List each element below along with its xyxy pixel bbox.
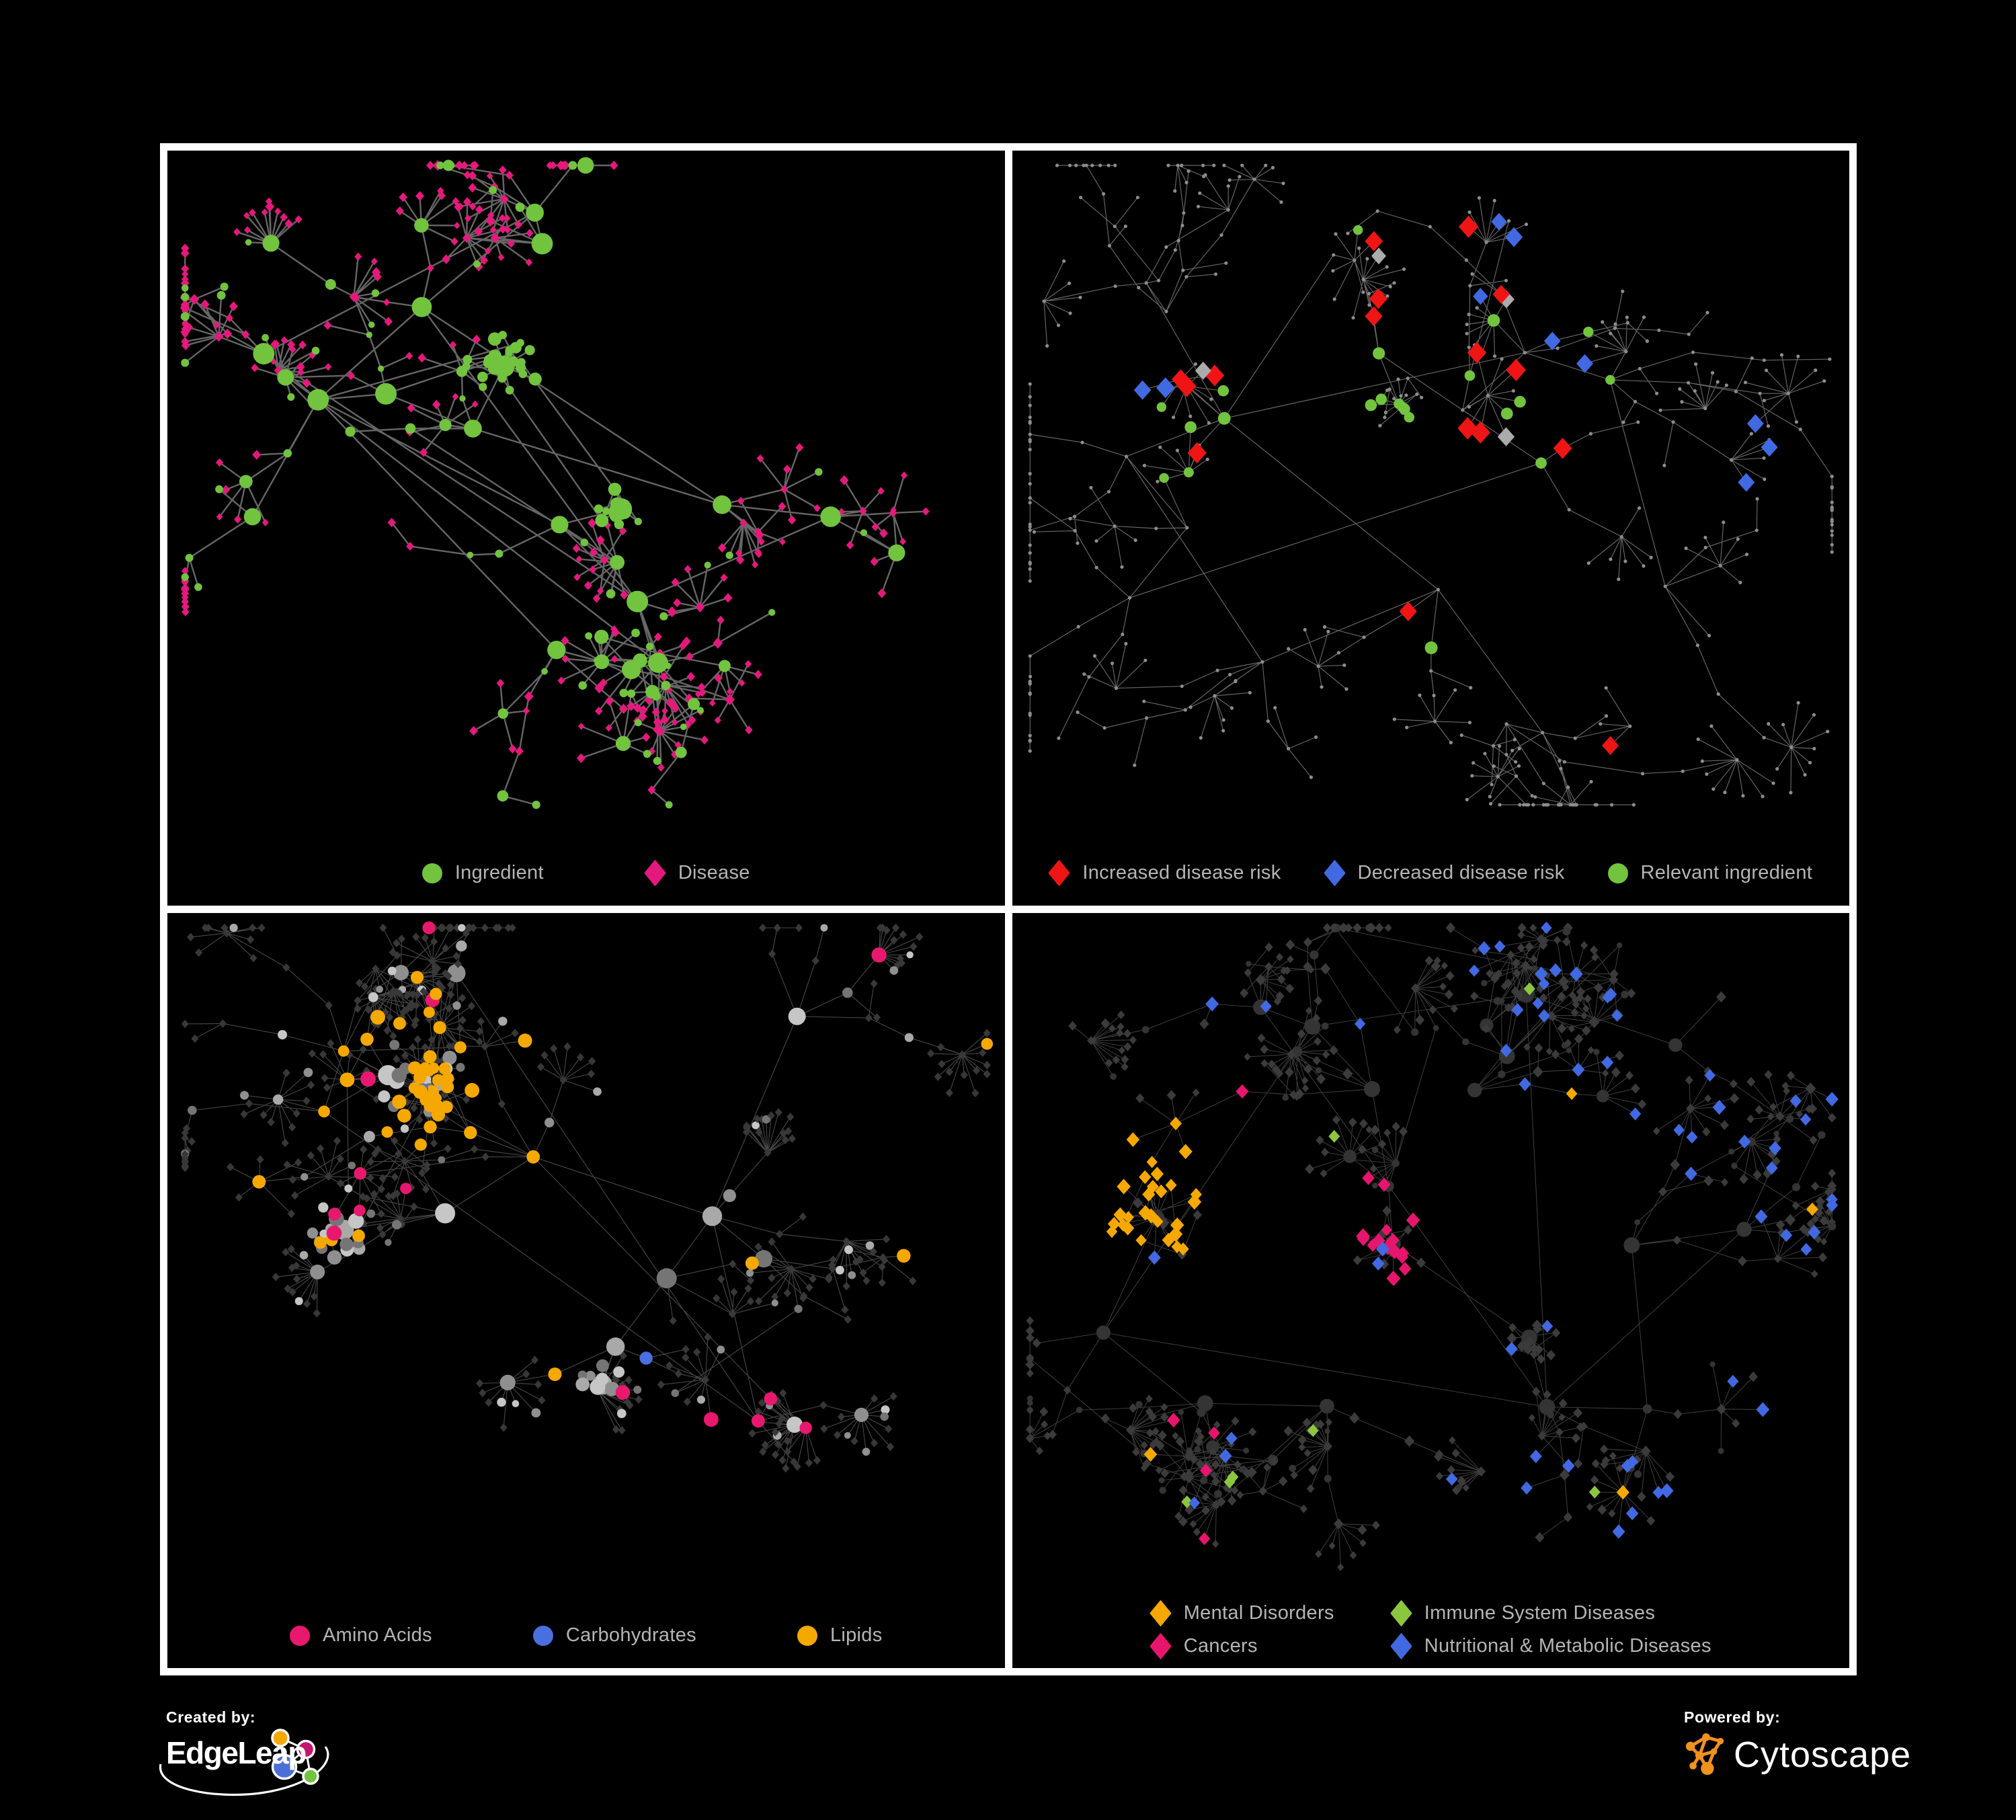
legend-label: Mental Disorders — [1183, 1602, 1334, 1624]
diamond-swatch-icon — [644, 859, 666, 887]
cytoscape-wordmark: Cytoscape — [1734, 1735, 1912, 1775]
legend-label: Lipids — [830, 1624, 883, 1646]
legend-item: Immune System Diseases — [1389, 1599, 1711, 1627]
diamond-swatch-icon — [1323, 859, 1346, 887]
circle-swatch-icon — [421, 863, 442, 883]
legend-label: Disease — [678, 862, 750, 883]
circle-swatch-icon — [289, 1625, 310, 1646]
powered-by-label: Powered by: — [1684, 1708, 1781, 1726]
diamond-swatch-icon — [1048, 859, 1071, 887]
legend-label: Increased disease risk — [1082, 862, 1281, 883]
network-canvas-disease-categories — [1025, 921, 1839, 1571]
legend-label: Carbohydrates — [565, 1624, 696, 1646]
legend-label: Cancers — [1183, 1635, 1258, 1657]
legend-item: Nutritional & Metabolic Diseases — [1389, 1632, 1711, 1660]
diamond-swatch-icon — [1149, 1599, 1172, 1627]
cytoscape-credit: Powered by: — [1684, 1708, 1911, 1778]
legend-item: Increased disease risk — [1048, 859, 1281, 887]
legend-item: Lipids — [797, 1624, 883, 1647]
legend-disease-categories: Mental Disorders Immune System Diseases Ca… — [1012, 1599, 1850, 1660]
panel-ingredient-disease: Ingredient Disease — [167, 151, 1005, 906]
created-by-label: Created by: — [166, 1708, 256, 1726]
panel-disease-risk: Increased disease risk Decreased disease … — [1012, 151, 1850, 906]
diamond-swatch-icon — [1389, 1599, 1412, 1627]
legend-label: Nutritional & Metabolic Diseases — [1424, 1635, 1711, 1657]
legend-label: Decreased disease risk — [1357, 862, 1565, 883]
legend-label: Amino Acids — [322, 1624, 432, 1646]
legend-item: Decreased disease risk — [1323, 859, 1565, 887]
legend-label: Immune System Diseases — [1424, 1602, 1656, 1624]
legend-label: Relevant ingredient — [1640, 862, 1813, 883]
legend-item: Ingredient — [421, 862, 544, 884]
legend-nutrient-classes: Amino Acids Carbohydrates Lipids — [167, 1624, 1005, 1647]
panel-nutrient-classes: Amino Acids Carbohydrates Lipids — [167, 913, 1005, 1668]
network-canvas-ingredient-disease — [179, 157, 930, 809]
legend-item: Disease — [644, 859, 750, 887]
legend-item: Amino Acids — [289, 1624, 432, 1647]
legend-ingredient-disease: Ingredient Disease — [167, 859, 1005, 887]
diamond-swatch-icon — [1389, 1632, 1412, 1660]
legend-disease-risk: Increased disease risk Decreased disease … — [1012, 859, 1850, 887]
legend-item: Cancers — [1149, 1632, 1334, 1660]
legend-item: Carbohydrates — [532, 1624, 696, 1647]
panel-disease-categories: Mental Disorders Immune System Diseases Ca… — [1012, 913, 1850, 1668]
legend-label: Ingredient — [454, 862, 544, 883]
circle-swatch-icon — [1607, 863, 1628, 883]
network-canvas-disease-risk — [1028, 163, 1834, 807]
cytoscape-logo-icon — [1685, 1733, 1724, 1776]
network-canvas-nutrient-classes — [181, 921, 994, 1473]
diamond-swatch-icon — [1149, 1632, 1172, 1660]
circle-swatch-icon — [797, 1625, 817, 1646]
edgeleap-credit: Created by: EdgeLeap — [159, 1708, 482, 1810]
legend-item: Relevant ingredient — [1607, 862, 1813, 884]
panel-grid: Ingredient Disease Increased disease risk… — [160, 143, 1857, 1675]
circle-swatch-icon — [532, 1625, 553, 1646]
edgeleap-brand: EdgeLeap — [159, 1729, 482, 1810]
edgeleap-wordmark: EdgeLeap — [166, 1735, 307, 1770]
edgeleap-logo-icon — [159, 1729, 329, 1796]
legend-item: Mental Disorders — [1149, 1599, 1334, 1627]
